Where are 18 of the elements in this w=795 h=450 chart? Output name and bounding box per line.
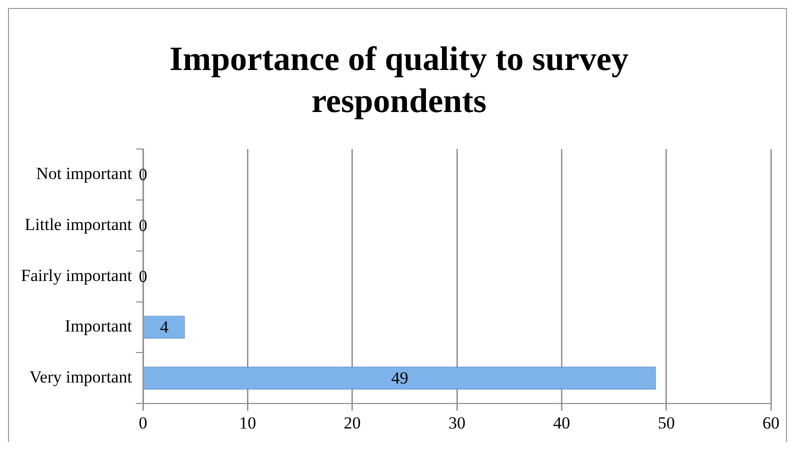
data-label: 4 [160, 318, 169, 337]
data-label: 0 [138, 266, 148, 286]
data-label: 0 [138, 216, 148, 235]
y-tick-label: Important [64, 316, 132, 336]
data-label: 49 [391, 368, 408, 388]
y-tick-label: Very important [30, 368, 132, 387]
x-tick-label: 50 [658, 413, 675, 432]
x-tick-label: 30 [448, 413, 466, 432]
x-tick-label: 60 [762, 413, 780, 432]
x-tick-label: 0 [138, 413, 148, 432]
y-tick-label: Not important [36, 164, 132, 183]
x-tick-label: 10 [239, 413, 256, 432]
x-tick-label: 20 [344, 413, 361, 432]
chart-title: Importance of quality to survey respondents [168, 40, 630, 122]
x-tick-label: 40 [553, 413, 570, 432]
data-label: 0 [138, 164, 148, 184]
y-tick-label: Little important [24, 214, 132, 234]
y-tick-label: Fairly important [20, 266, 132, 285]
